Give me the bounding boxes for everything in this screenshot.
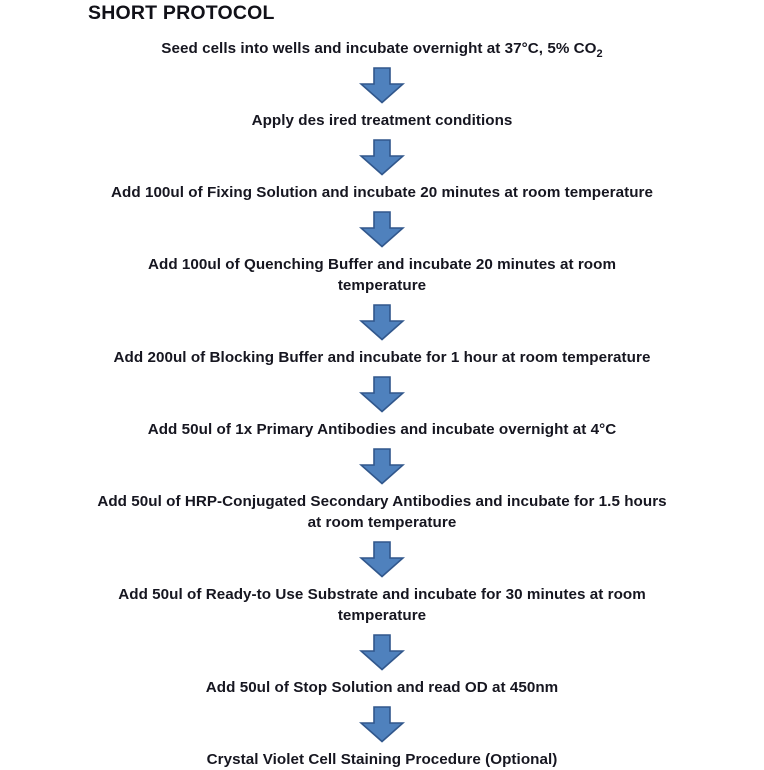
protocol-step-quenching-buffer: Add 100ul of Quenching Buffer and incuba… [147,256,616,294]
protocol-step-apply-treatment: Apply des ired treatment conditions [251,112,513,129]
protocol-step-blocking-buffer: Add 200ul of Blocking Buffer and incubat… [113,349,651,366]
protocol-step-stop-solution: Add 50ul of Stop Solution and read OD at… [205,679,559,696]
down-arrow-icon [358,210,406,248]
protocol-step-fixing-solution: Add 100ul of Fixing Solution and incubat… [111,184,653,201]
down-arrow-icon [358,705,406,743]
protocol-step-secondary-antibodies: Add 50ul of HRP-Conjugated Secondary Ant… [97,493,667,531]
protocol-step-list: Seed cells into wells and incubate overn… [0,38,764,770]
down-arrow-icon [358,375,406,413]
down-arrow-icon [358,540,406,578]
down-arrow-icon [358,447,406,485]
down-arrow-icon [358,66,406,104]
subscript-2: 2 [596,48,603,61]
protocol-step-primary-antibodies: Add 50ul of 1x Primary Antibodies and in… [147,421,617,438]
protocol-step-seed-cells: Seed cells into wells and incubate overn… [32,38,732,61]
page-title: SHORT PROTOCOL [88,2,275,24]
step-text-part: Seed cells into wells and incubate overn… [161,40,597,57]
down-arrow-icon [358,138,406,176]
down-arrow-icon [358,303,406,341]
protocol-step-crystal-violet: Crystal Violet Cell Staining Procedure (… [206,751,558,768]
protocol-step-substrate: Add 50ul of Ready-to Use Substrate and i… [118,586,646,624]
down-arrow-icon [358,633,406,671]
